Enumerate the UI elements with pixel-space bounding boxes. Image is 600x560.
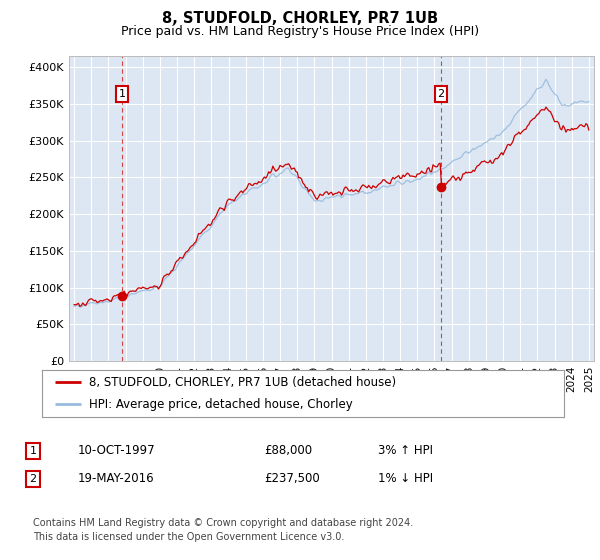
Text: 1: 1: [118, 89, 125, 99]
Text: 3% ↑ HPI: 3% ↑ HPI: [378, 444, 433, 458]
Text: 1% ↓ HPI: 1% ↓ HPI: [378, 472, 433, 486]
Text: HPI: Average price, detached house, Chorley: HPI: Average price, detached house, Chor…: [89, 398, 353, 411]
Text: £237,500: £237,500: [264, 472, 320, 486]
Text: 8, STUDFOLD, CHORLEY, PR7 1UB: 8, STUDFOLD, CHORLEY, PR7 1UB: [162, 11, 438, 26]
Text: Contains HM Land Registry data © Crown copyright and database right 2024.
This d: Contains HM Land Registry data © Crown c…: [33, 518, 413, 542]
Text: Price paid vs. HM Land Registry's House Price Index (HPI): Price paid vs. HM Land Registry's House …: [121, 25, 479, 38]
Text: 1: 1: [29, 446, 37, 456]
Text: 2: 2: [437, 89, 445, 99]
Text: £88,000: £88,000: [264, 444, 312, 458]
Text: 2: 2: [29, 474, 37, 484]
Text: 19-MAY-2016: 19-MAY-2016: [78, 472, 155, 486]
Text: 8, STUDFOLD, CHORLEY, PR7 1UB (detached house): 8, STUDFOLD, CHORLEY, PR7 1UB (detached …: [89, 376, 396, 389]
Text: 10-OCT-1997: 10-OCT-1997: [78, 444, 155, 458]
